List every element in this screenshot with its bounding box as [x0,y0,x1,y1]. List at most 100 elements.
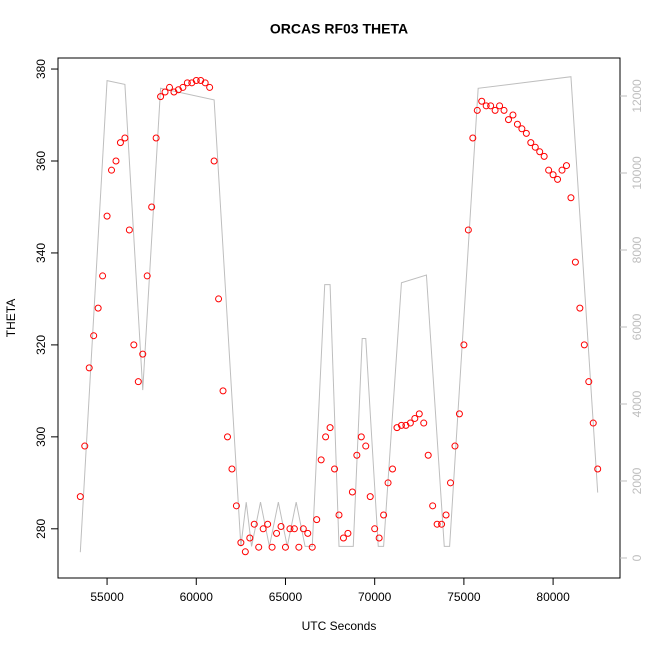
data-point [299,525,307,533]
data-point [451,442,459,450]
data-point [259,525,267,533]
data-point [366,493,374,501]
data-point [357,433,365,441]
data-point [406,419,414,427]
data-point [580,341,588,349]
data-point [558,166,566,174]
data-point [576,304,584,312]
data-point [152,134,160,142]
data-point [397,421,405,429]
x-tick-label: 80000 [536,590,570,604]
x-tick-label: 65000 [269,590,303,604]
data-point [496,102,504,110]
data-point [90,332,98,340]
data-point [571,258,579,266]
data-point [331,465,339,473]
y2-tick-label: 8000 [630,236,644,263]
data-point [241,548,249,556]
data-point [455,410,463,418]
data-point [567,194,575,202]
data-point [219,387,227,395]
data-point [112,157,120,165]
data-point [549,171,557,179]
data-point [504,116,512,124]
y2-tick-label: 10000 [630,156,644,190]
data-point [228,465,236,473]
data-point [326,424,334,432]
data-point [348,488,356,496]
x-tick-label: 55000 [90,590,124,604]
series-line [79,76,599,553]
data-point [389,465,397,473]
data-point [215,295,223,303]
data-point [442,511,450,519]
data-point [469,134,477,142]
data-point [183,79,191,87]
data-point [157,93,165,101]
data-point [295,543,303,551]
data-point [487,102,495,110]
data-point [420,419,428,427]
data-point [536,148,544,156]
data-point [545,166,553,174]
data-point [322,433,330,441]
data-point [313,516,321,524]
data-point [429,502,437,510]
data-point [384,479,392,487]
data-point [491,106,499,114]
data-point [201,79,209,87]
y-tick-label: 380 [34,59,48,79]
data-point [277,523,285,531]
data-point [518,125,526,133]
y2-tick-label: 0 [630,554,644,561]
data-point [513,120,521,128]
data-point [447,479,455,487]
data-point [415,410,423,418]
data-point [99,272,107,280]
data-point [433,520,441,528]
data-point [143,272,151,280]
data-point [478,97,486,105]
data-point [250,520,258,528]
data-point [121,134,129,142]
data-point [500,106,508,114]
data-point [94,304,102,312]
data-point [179,83,187,91]
data-point [281,543,289,551]
data-point [308,543,316,551]
data-point [161,88,169,96]
data-point [562,162,570,170]
plot-box [57,57,621,579]
y-tick-label: 360 [34,151,48,171]
x-tick-label: 75000 [447,590,481,604]
data-point [85,364,93,372]
data-point [130,341,138,349]
data-point [317,456,325,464]
data-point [527,139,535,147]
data-point [554,175,562,183]
data-point [424,451,432,459]
data-point [509,111,517,119]
y-tick-label: 280 [34,518,48,538]
x-axis-label: UTC Seconds [302,619,377,633]
data-point [134,378,142,386]
data-point [594,465,602,473]
data-point [464,226,472,234]
data-point [237,539,245,547]
data-point [286,525,294,533]
data-point [210,157,218,165]
data-point [482,102,490,110]
data-point [339,534,347,542]
data-point [290,525,298,533]
data-point [108,166,116,174]
y2-tick-label: 6000 [630,313,644,340]
data-point [460,341,468,349]
data-point [103,212,111,220]
data-point [81,442,89,450]
y2-tick-label: 12000 [630,79,644,113]
x-tick-label: 70000 [358,590,392,604]
data-point [304,529,312,537]
data-point [148,203,156,211]
data-point [411,414,419,422]
